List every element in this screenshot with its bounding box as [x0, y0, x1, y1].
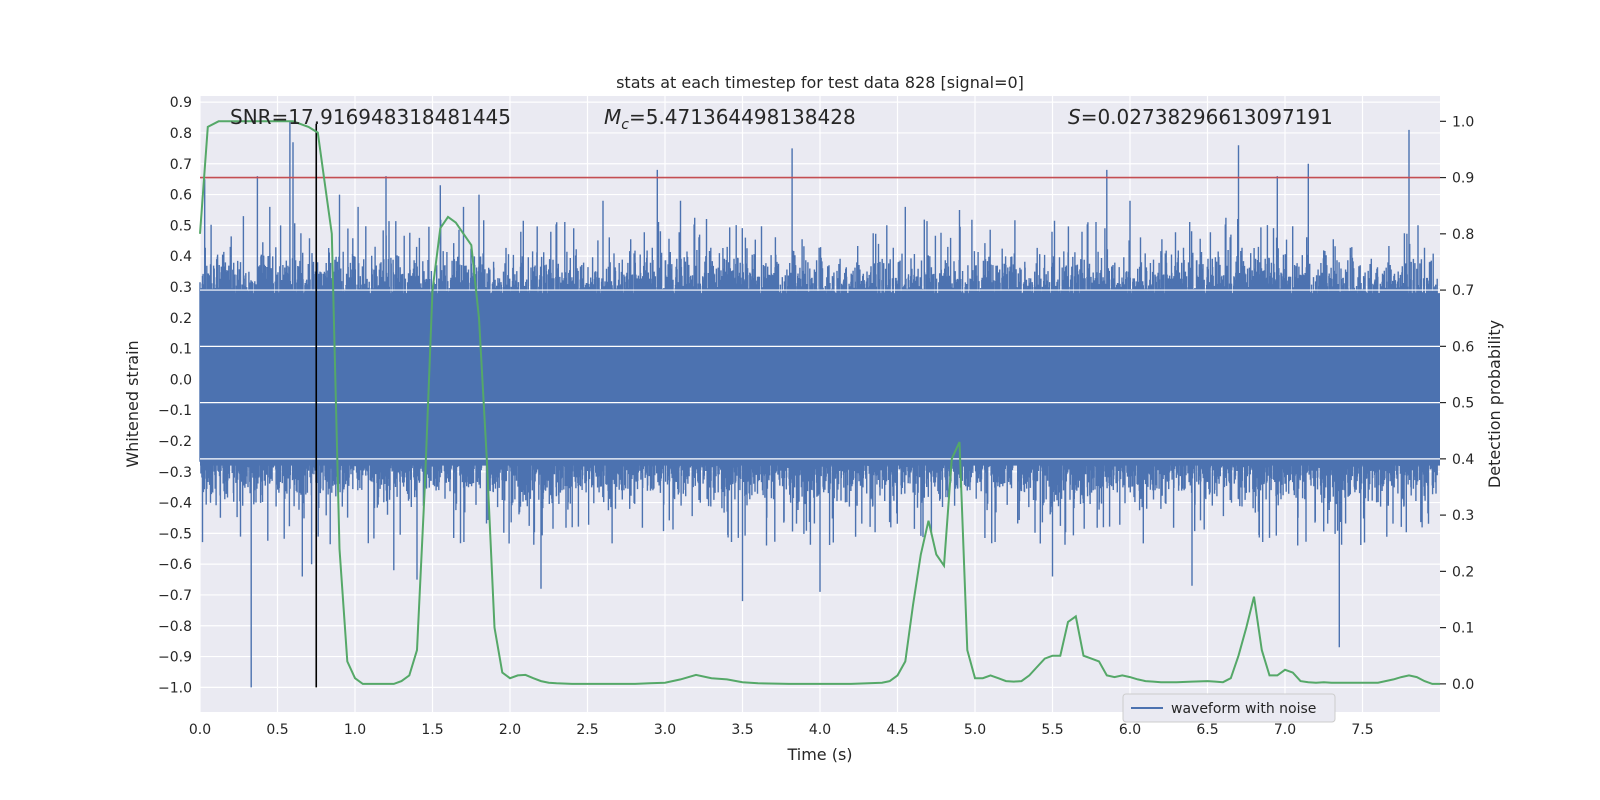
- y-left-tick-label: −0.7: [158, 588, 192, 604]
- y-right-tick-label: 0.4: [1452, 452, 1474, 468]
- x-tick-label: 0.0: [189, 722, 211, 738]
- y-right-tick-label: 0.5: [1452, 396, 1474, 412]
- s-symbol: S: [1068, 105, 1081, 129]
- x-tick-label: 7.5: [1351, 722, 1373, 738]
- y-left-tick-label: −1.0: [158, 680, 192, 696]
- chart-title: stats at each timestep for test data 828…: [616, 73, 1024, 92]
- snr-annotation: SNR=17.916948318481445: [230, 105, 511, 129]
- y-left-tick-label: 0.2: [170, 311, 192, 327]
- x-tick-label: 2.5: [576, 722, 598, 738]
- y-left-tick-label: −0.6: [158, 557, 192, 573]
- s-value: =0.02738296613097191: [1081, 105, 1333, 129]
- x-tick-label: 3.0: [654, 722, 676, 738]
- y-axis-right-label: Detection probability: [1485, 320, 1504, 488]
- waveform-series: [199, 120, 1440, 688]
- y-left-tick-label: −0.8: [158, 619, 192, 635]
- y-right-tick-label: 0.3: [1452, 508, 1474, 524]
- y-left-tick-label: −0.3: [158, 465, 192, 481]
- x-tick-label: 1.0: [344, 722, 366, 738]
- y-left-tick-label: 0.8: [170, 126, 192, 142]
- x-tick-label: 5.5: [1041, 722, 1063, 738]
- legend-box: [1122, 693, 1336, 723]
- y-right-tick-label: 0.8: [1452, 227, 1474, 243]
- y-right-tick-label: 0.2: [1452, 564, 1474, 580]
- x-tick-label: 7.0: [1274, 722, 1296, 738]
- y-left-tick-label: −0.5: [158, 526, 192, 542]
- legend-label: waveform with noise: [1171, 701, 1316, 717]
- y-right-tick-label: 0.0: [1452, 677, 1474, 693]
- y-axis-left-label: Whitened strain: [123, 340, 142, 467]
- detection-probability-line: [199, 120, 1440, 685]
- y-left-tick-label: 0.7: [170, 157, 192, 173]
- y-left-tick-label: 0.1: [170, 342, 192, 358]
- y-left-tick-label: 0.3: [170, 280, 192, 296]
- waveform-band: [200, 293, 1440, 466]
- y-left-tick-label: 0.6: [170, 188, 192, 204]
- y-left-tick-label: −0.1: [158, 403, 192, 419]
- x-tick-label: 2.0: [499, 722, 521, 738]
- chirp-mass-value: =5.471364498138428: [629, 105, 856, 129]
- y-right-tick-label: 1.0: [1452, 114, 1474, 130]
- ticks: 0.0 0.5 1.0 1.5 2.0 2.5 3.0 3.5 4.0 4.5 5.0 5.5 6.0 6…: [158, 95, 1474, 738]
- y-left-tick-label: 0.5: [170, 218, 192, 234]
- y-left-tick-label: 0.0: [170, 372, 192, 388]
- chirp-mass-annotation: Mc=5.471364498138428: [604, 105, 856, 133]
- y-right-tick-label: 0.9: [1452, 171, 1474, 187]
- y-left-tick-label: −0.9: [158, 650, 192, 666]
- y-left-tick-label: −0.4: [158, 496, 192, 512]
- chirp-mass-symbol: M: [604, 105, 621, 129]
- y-right-tick-label: 0.1: [1452, 621, 1474, 637]
- chirp-mass-subscript: c: [621, 117, 629, 133]
- s-annotation: S=0.02738296613097191: [1068, 105, 1333, 129]
- y-left-tick-label: 0.9: [170, 95, 192, 111]
- x-tick-label: 5.0: [964, 722, 986, 738]
- x-tick-label: 1.5: [421, 722, 443, 738]
- y-left-tick-label: −0.2: [158, 434, 192, 450]
- x-tick-label: 4.0: [809, 722, 831, 738]
- y-right-tick-label: 0.6: [1452, 339, 1474, 355]
- x-tick-label: 6.0: [1119, 722, 1141, 738]
- y-right-tick-label: 0.7: [1452, 283, 1474, 299]
- x-tick-label: 0.5: [266, 722, 288, 738]
- y-left-tick-label: 0.4: [170, 249, 192, 265]
- legend: waveform with noise: [1122, 693, 1336, 723]
- x-tick-label: 4.5: [886, 722, 908, 738]
- x-tick-label: 3.5: [731, 722, 753, 738]
- x-axis-label: Time (s): [786, 745, 852, 764]
- x-tick-label: 6.5: [1196, 722, 1218, 738]
